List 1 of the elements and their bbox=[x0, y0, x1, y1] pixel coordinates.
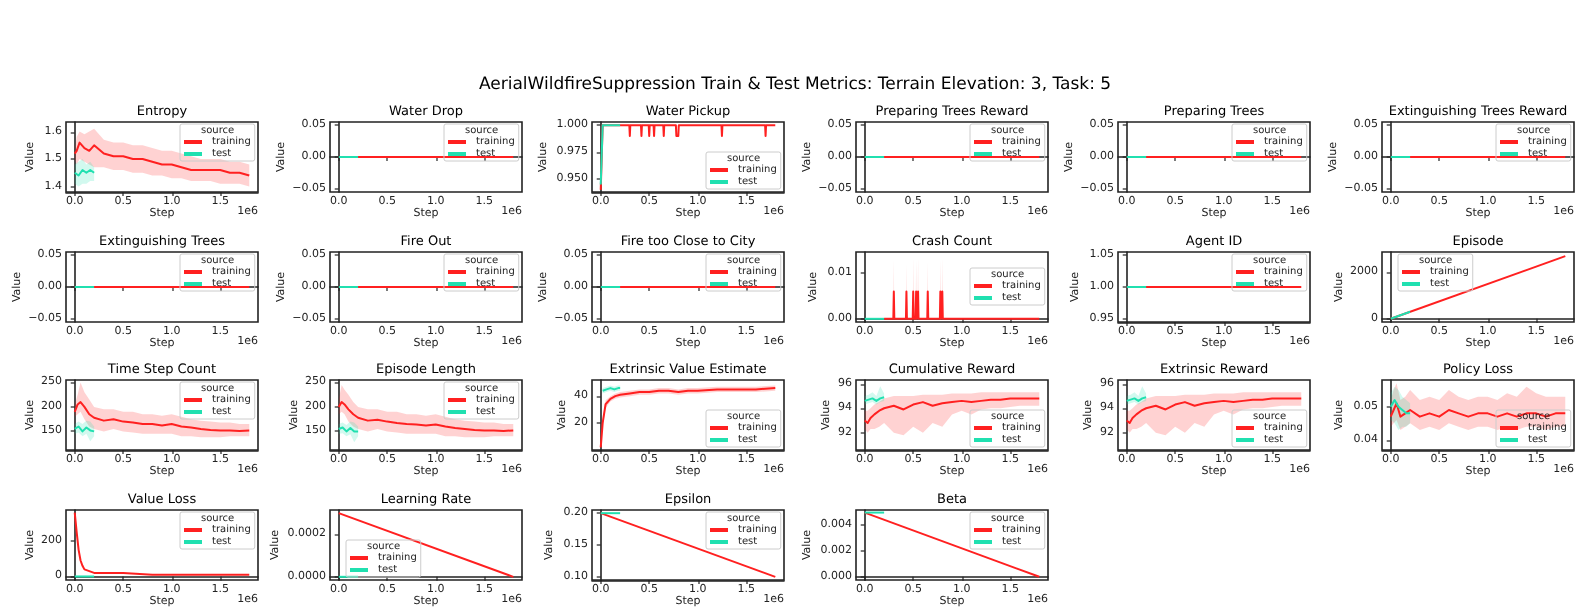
text: AerialWildfireSuppression Train & Test Metrics: Terrain Elevation: 3, Task: 5 bbox=[478, 75, 1112, 95]
